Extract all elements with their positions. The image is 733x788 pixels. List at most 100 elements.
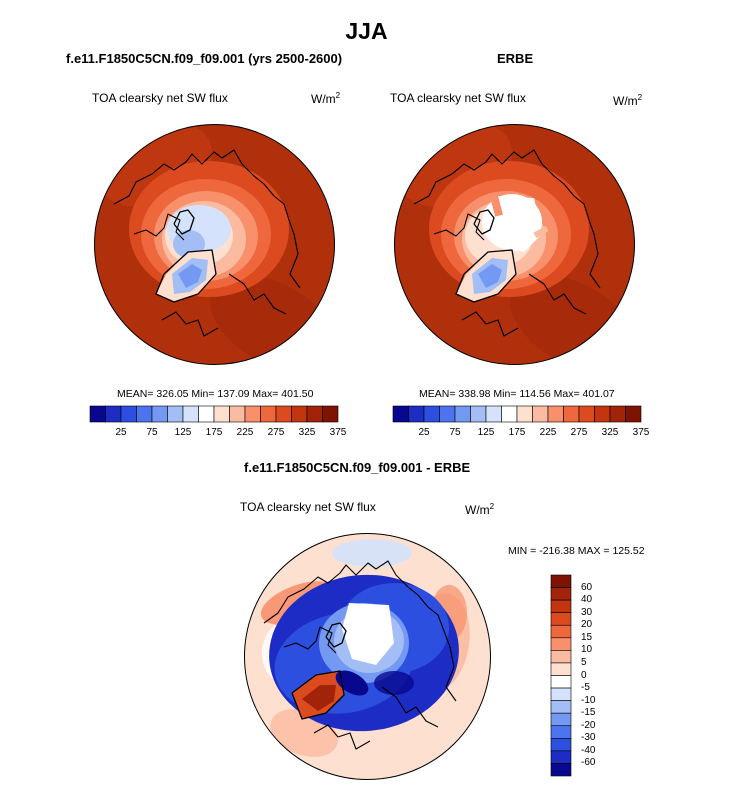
page-title: JJA bbox=[345, 18, 388, 44]
panel3-colorbar-swatch bbox=[550, 662, 572, 676]
panel1-colorbar-swatch bbox=[275, 405, 292, 423]
panel3-units: W/m2 bbox=[465, 502, 495, 517]
panel1-colorbar-tick-label: 275 bbox=[267, 427, 285, 438]
panel2-colorbar-tick-label: 125 bbox=[477, 427, 495, 438]
panel2-colorbar-tick-label: 175 bbox=[508, 427, 526, 438]
panel1-colorbar-swatch bbox=[89, 405, 106, 423]
panel1-colorbar-tick-label: 325 bbox=[298, 427, 316, 438]
coastline bbox=[161, 311, 219, 337]
coastline bbox=[433, 213, 485, 241]
map-pole bbox=[357, 642, 375, 660]
panel1-polar-map bbox=[94, 124, 335, 365]
coastline bbox=[313, 724, 371, 750]
map-field bbox=[244, 533, 491, 780]
panel1-colorbar-swatch bbox=[213, 405, 230, 423]
panel3-colorbar-tick-label: -30 bbox=[581, 732, 596, 744]
panel3-colorbar-swatch bbox=[550, 763, 572, 777]
panel3-colorbar bbox=[550, 574, 572, 777]
panel3-colorbar-swatch bbox=[550, 624, 572, 639]
panel1-colorbar-swatch bbox=[306, 405, 323, 423]
coastline bbox=[113, 149, 243, 205]
panel3-colorbar-tick-label: 30 bbox=[581, 606, 593, 618]
map-neutral bbox=[332, 539, 412, 567]
panel1-colorbar-swatch bbox=[120, 405, 137, 423]
panel2-colorbar-swatch bbox=[408, 405, 425, 423]
panel3-colorbar-swatch bbox=[550, 700, 572, 714]
panel1-colorbar-swatch bbox=[260, 405, 277, 423]
coastline bbox=[155, 249, 217, 303]
panel2-colorbar-tick-label: 375 bbox=[632, 427, 650, 438]
panel2-colorbar-tick-label: 225 bbox=[539, 427, 557, 438]
panel3-colorbar-swatch bbox=[550, 599, 572, 613]
map-field bbox=[394, 124, 635, 365]
panel3-colorbar-swatch bbox=[550, 738, 572, 752]
panel3-colorbar-tick-label: 0 bbox=[581, 669, 587, 681]
coastline bbox=[228, 273, 287, 315]
panel3-colorbar-tick-label: -10 bbox=[581, 694, 596, 706]
panel1-colorbar-tick-label: 225 bbox=[236, 427, 254, 438]
panel1-colorbar-swatch bbox=[105, 405, 122, 423]
coastline bbox=[381, 686, 439, 728]
panel2-colorbar-swatch bbox=[454, 405, 471, 423]
coastline bbox=[263, 560, 397, 624]
panel3-colorbar-swatch bbox=[550, 587, 572, 601]
panel2-colorbar-swatch bbox=[439, 405, 456, 423]
coastline bbox=[325, 622, 347, 648]
coastline bbox=[541, 163, 601, 289]
panel2-colorbar-swatch bbox=[563, 405, 580, 423]
panel3-colorbar-tick-label: -5 bbox=[581, 682, 590, 694]
panel3-colorbar-swatch bbox=[550, 612, 572, 626]
panel1-colorbar-swatch bbox=[291, 405, 308, 423]
panel3-stats: MIN = -216.38 MAX = 125.52 bbox=[508, 545, 645, 557]
panel3-colorbar-tick-label: -60 bbox=[581, 757, 596, 769]
panel2-colorbar-labels: 25 75 125 175 225 275 325 375 bbox=[393, 427, 649, 441]
map-missing-data bbox=[490, 196, 542, 252]
panel1-colorbar-swatch bbox=[198, 405, 215, 423]
map-boundary bbox=[394, 124, 635, 365]
coastline bbox=[473, 209, 495, 235]
panel1-colorbar-swatch bbox=[229, 405, 246, 423]
map-boundary bbox=[244, 533, 491, 780]
panel3-colorbar-tick-label: -15 bbox=[581, 707, 596, 719]
panel2-colorbar-tick-label: 75 bbox=[449, 427, 461, 438]
panel3-colorbar-swatch bbox=[550, 650, 572, 664]
coastline bbox=[455, 249, 517, 303]
panel2-title: ERBE bbox=[497, 51, 534, 66]
coastline bbox=[395, 574, 457, 702]
panel1-colorbar-labels: 25 75 125 175 225 275 325 375 bbox=[90, 427, 346, 441]
panel1-colorbar bbox=[89, 405, 339, 423]
panel1-colorbar-swatch bbox=[244, 405, 261, 423]
map-negative-anomaly bbox=[374, 671, 414, 695]
panel3-colorbar-swatch bbox=[550, 750, 572, 764]
panel1-colorbar-tick-label: 25 bbox=[115, 427, 127, 438]
panel1-colorbar-swatch bbox=[322, 405, 339, 423]
panel2-colorbar-swatch bbox=[423, 405, 440, 423]
map-greenland bbox=[478, 264, 502, 288]
panel3-variable: TOA clearsky net SW flux bbox=[240, 500, 376, 514]
panel3-colorbar-tick-label: 15 bbox=[581, 631, 593, 643]
coastline bbox=[291, 670, 345, 720]
panel1-colorbar-swatch bbox=[167, 405, 184, 423]
panel2-colorbar-swatch bbox=[578, 405, 595, 423]
panel3-colorbar-tick-label: -40 bbox=[581, 744, 596, 756]
panel2-colorbar-swatch bbox=[516, 405, 533, 423]
map-missing-data bbox=[342, 603, 394, 665]
panel2-colorbar bbox=[392, 405, 642, 423]
panel2-colorbar-swatch bbox=[547, 405, 564, 423]
panel2-colorbar-swatch bbox=[392, 405, 409, 423]
coastline bbox=[241, 163, 301, 289]
panel2-colorbar-tick-label: 325 bbox=[601, 427, 619, 438]
panel2-colorbar-swatch bbox=[532, 405, 549, 423]
coastline bbox=[528, 273, 587, 315]
map-gap-stripe bbox=[533, 225, 549, 239]
panel3-polar-map bbox=[244, 533, 491, 780]
panel1-units: W/m2 bbox=[311, 91, 341, 106]
panel2-colorbar-swatch bbox=[609, 405, 626, 423]
panel3-colorbar-tick-label: 5 bbox=[581, 656, 587, 668]
panel2-colorbar-tick-label: 275 bbox=[570, 427, 588, 438]
panel3-colorbar-tick-label: 60 bbox=[581, 581, 593, 593]
coastline bbox=[283, 626, 337, 654]
panel1-colorbar-swatch bbox=[151, 405, 168, 423]
panel2-units: W/m2 bbox=[613, 93, 643, 108]
panel3-colorbar-swatch bbox=[550, 687, 572, 701]
